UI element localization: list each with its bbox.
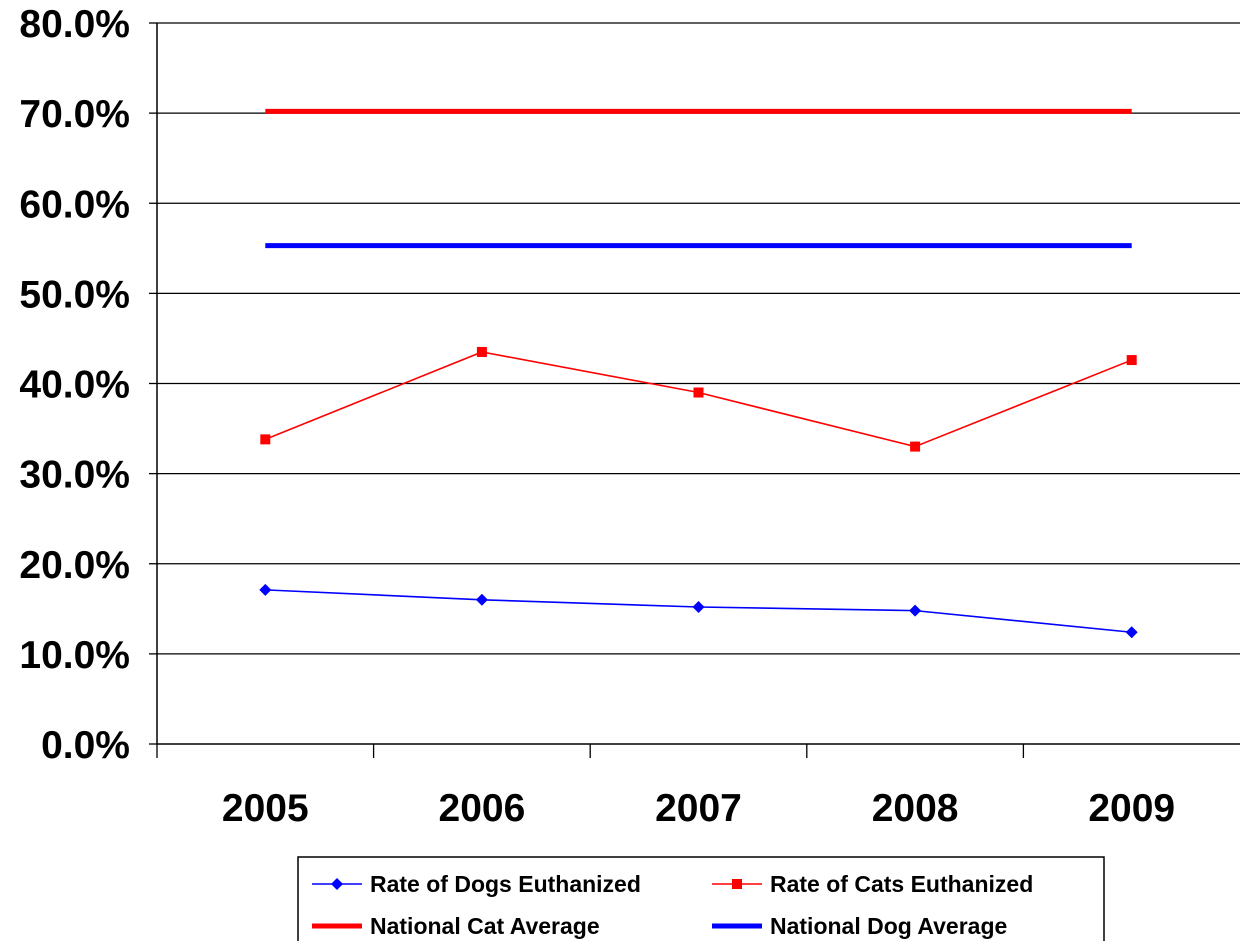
y-tick-labels: 0.0% 10.0% 20.0% 30.0% 40.0% 50.0% 60.0% 70.0% 8…: [19, 3, 130, 767]
data-point-square: [1126, 355, 1137, 366]
series-rate-of-dogs-euthanized: [259, 583, 1138, 639]
legend-item: National Cat Average: [312, 913, 600, 939]
series-line: [265, 351, 1132, 448]
data-point-diamond: [692, 601, 705, 614]
series-lines: [259, 108, 1138, 639]
legend-item: National Dog Average: [712, 913, 1007, 939]
series-rate-of-cats-euthanized: [260, 346, 1137, 452]
legend-label: National Cat Average: [370, 913, 600, 939]
legend-marker-square: [732, 879, 742, 889]
legend-label: Rate of Cats Euthanized: [770, 871, 1033, 897]
legend-box: [297, 856, 1105, 941]
axes: [149, 22, 1240, 758]
data-point-diamond: [1125, 626, 1138, 639]
legend-item: Rate of Dogs Euthanized: [312, 871, 641, 897]
y-tick-label: 30.0%: [19, 454, 130, 497]
legend-label: Rate of Dogs Euthanized: [370, 871, 641, 897]
legend-item: Rate of Cats Euthanized: [712, 871, 1033, 897]
data-point-diamond: [475, 593, 488, 606]
x-tick-label: 2008: [872, 787, 959, 830]
data-point-square: [260, 434, 271, 445]
gridlines: [157, 22, 1240, 655]
data-point-diamond: [909, 604, 922, 617]
x-tick-label: 2009: [1088, 787, 1175, 830]
data-point-square: [910, 441, 921, 452]
x-tick-label: 2006: [439, 787, 526, 830]
y-tick-label: 50.0%: [19, 273, 130, 316]
x-tick-label: 2005: [222, 787, 309, 830]
data-point-diamond: [259, 583, 272, 596]
y-tick-label: 60.0%: [19, 183, 130, 226]
y-tick-label: 70.0%: [19, 93, 130, 136]
x-tick-labels: 2005 2006 2007 2008 2009: [222, 787, 1175, 830]
legend-label: National Dog Average: [770, 913, 1007, 939]
legend-marker-diamond: [331, 878, 343, 890]
y-tick-label: 10.0%: [19, 634, 130, 677]
y-tick-label: 40.0%: [19, 364, 130, 407]
x-tick-label: 2007: [655, 787, 742, 830]
y-tick-label: 80.0%: [19, 3, 130, 46]
data-point-square: [476, 346, 487, 357]
y-tick-label: 20.0%: [19, 544, 130, 587]
data-point-square: [693, 387, 704, 398]
legend: Rate of Dogs Euthanized Rate of Cats Euth…: [297, 856, 1105, 941]
y-tick-label: 0.0%: [41, 724, 130, 767]
